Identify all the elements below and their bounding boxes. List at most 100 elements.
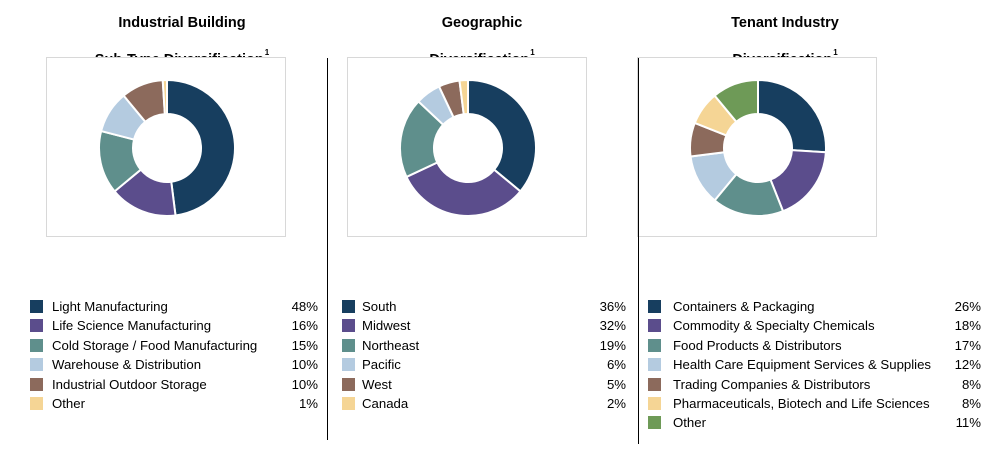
legend-swatch: [648, 300, 661, 313]
legend-swatch: [30, 358, 43, 372]
footnote-marker: 1: [264, 48, 270, 57]
legend-label: Cold Storage / Food Manufacturing: [52, 337, 258, 353]
title-line-1: Industrial Building: [118, 15, 246, 31]
legend-label: Light Manufacturing: [52, 299, 168, 314]
legend-label: South: [362, 299, 397, 314]
donut-svg: [399, 78, 537, 217]
legend-value: 11%: [955, 415, 981, 431]
legend-tenant: Containers & Packaging 26% Commodity & Spe…: [648, 297, 981, 433]
donut-slice-canada: [458, 78, 469, 116]
donut-chart-tenant: [637, 57, 877, 237]
legend-item: Midwest 32%: [342, 316, 626, 335]
divider-line: [638, 58, 639, 444]
legend-item: South 36%: [342, 297, 626, 316]
legend-item: Other 11%: [648, 413, 981, 432]
donut-slice-light-manufacturing: [166, 78, 236, 217]
legend-swatch: [342, 338, 355, 352]
legend-item: Containers & Packaging 26%: [648, 297, 981, 316]
legend-label: Commodity & Specialty Chemicals: [673, 318, 875, 334]
legend-value: 17%: [954, 337, 981, 353]
legend-swatch: [342, 300, 355, 313]
legend-swatch: [648, 396, 661, 410]
legend-swatch: [30, 377, 43, 391]
donut-slice-south: [467, 78, 537, 193]
donut-slice-containers-packaging: [757, 78, 827, 154]
legend-item: Commodity & Specialty Chemicals 18%: [648, 316, 981, 335]
legend-item: West 5%: [342, 375, 626, 394]
donut-chart-geographic: [347, 57, 587, 237]
legend-label: Containers & Packaging: [673, 299, 815, 314]
legend-label: Canada: [362, 395, 409, 411]
legend-label: Food Products & Distributors: [673, 337, 842, 353]
legend-label: Life Science Manufacturing: [52, 318, 212, 334]
legend-item: Industrial Outdoor Storage 10%: [30, 375, 318, 394]
divider-line: [327, 58, 328, 440]
donut-slice-midwest: [405, 161, 522, 217]
legend-label: Trading Companies & Distributors: [673, 376, 871, 392]
legend-value: 2%: [606, 395, 626, 411]
legend-value: 48%: [291, 299, 318, 314]
donut-svg: [98, 78, 236, 217]
legend-label: Other: [673, 415, 706, 431]
legend-swatch: [648, 416, 661, 430]
legend-item: Canada 2%: [342, 394, 626, 413]
legend-swatch: [30, 338, 43, 352]
legend-value: 1%: [298, 395, 318, 411]
donut-chart-subtype: [46, 57, 286, 237]
legend-value: 26%: [954, 299, 981, 314]
legend-label: Industrial Outdoor Storage: [52, 376, 207, 392]
legend-label: West: [362, 376, 392, 392]
footnote-marker: 1: [530, 48, 535, 57]
legend-item: Warehouse & Distribution 10%: [30, 355, 318, 374]
legend-value: 5%: [606, 376, 626, 392]
legend-item: Trading Companies & Distributors 8%: [648, 375, 981, 394]
title-line-1: Geographic: [441, 15, 523, 31]
legend-swatch: [648, 358, 661, 372]
legend-value: 12%: [954, 357, 981, 373]
legend-item: Northeast 19%: [342, 336, 626, 355]
legend-swatch: [648, 338, 661, 352]
donut-svg: [689, 78, 827, 217]
legend-item: Cold Storage / Food Manufacturing 15%: [30, 336, 318, 355]
legend-swatch: [30, 300, 43, 313]
legend-value: 10%: [291, 357, 318, 373]
legend-value: 19%: [599, 337, 626, 353]
legend-swatch: [30, 396, 43, 410]
legend-value: 8%: [961, 395, 981, 411]
legend-item: Light Manufacturing 48%: [30, 297, 318, 316]
donut-slice-other: [161, 78, 168, 116]
legend-value: 16%: [291, 318, 318, 334]
legend-item: Pharmaceuticals, Biotech and Life Scienc…: [648, 394, 981, 413]
legend-label: Midwest: [362, 318, 411, 334]
legend-item: Other 1%: [30, 394, 318, 413]
donut-slice-other: [713, 78, 759, 124]
legend-item: Life Science Manufacturing 16%: [30, 316, 318, 335]
legend-swatch: [648, 319, 661, 333]
legend-item: Food Products & Distributors 17%: [648, 336, 981, 355]
legend-label: Health Care Equipment Services & Supplie…: [673, 357, 932, 373]
legend-item: Pacific 6%: [342, 355, 626, 374]
legend-value: 18%: [954, 318, 981, 334]
legend-label: Pharmaceuticals, Biotech and Life Scienc…: [673, 395, 930, 411]
legend-swatch: [30, 319, 43, 333]
legend-subtype: Light Manufacturing 48% Life Science Manuf…: [30, 297, 318, 413]
legend-swatch: [342, 358, 355, 372]
legend-swatch: [342, 377, 355, 391]
legend-label: Warehouse & Distribution: [52, 357, 202, 373]
legend-value: 8%: [961, 376, 981, 392]
legend-value: 32%: [599, 318, 626, 334]
legend-label: Other: [52, 395, 85, 411]
legend-item: Health Care Equipment Services & Supplie…: [648, 355, 981, 374]
legend-swatch: [342, 319, 355, 333]
legend-geographic: South 36% Midwest 32% Northeast 19% Pacific 6% W…: [342, 297, 626, 413]
footnote-marker: 1: [833, 48, 838, 57]
legend-label: Pacific: [362, 357, 401, 373]
legend-value: 36%: [599, 299, 626, 314]
legend-value: 15%: [291, 337, 318, 353]
legend-label: Northeast: [362, 337, 420, 353]
legend-value: 6%: [606, 357, 626, 373]
legend-value: 10%: [291, 376, 318, 392]
legend-swatch: [342, 396, 355, 410]
title-line-1: Tenant Industry: [731, 15, 839, 31]
legend-swatch: [648, 377, 661, 391]
